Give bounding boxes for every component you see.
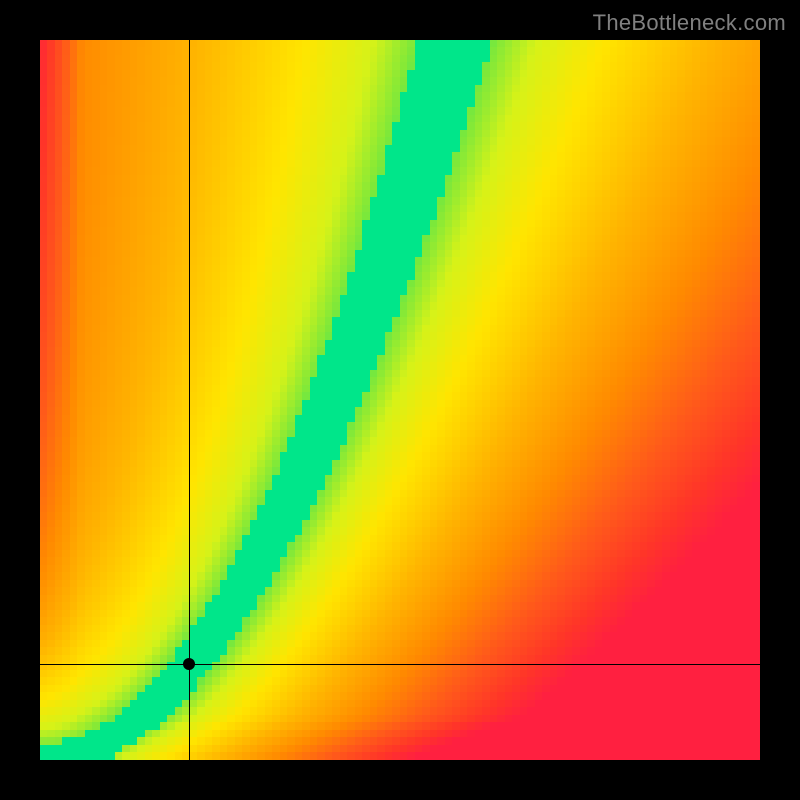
crosshair-horizontal — [40, 664, 760, 665]
heatmap-canvas — [40, 40, 760, 760]
plot-area — [40, 40, 760, 760]
watermark-text: TheBottleneck.com — [593, 10, 786, 36]
crosshair-vertical — [189, 40, 190, 760]
crosshair-dot — [183, 658, 195, 670]
